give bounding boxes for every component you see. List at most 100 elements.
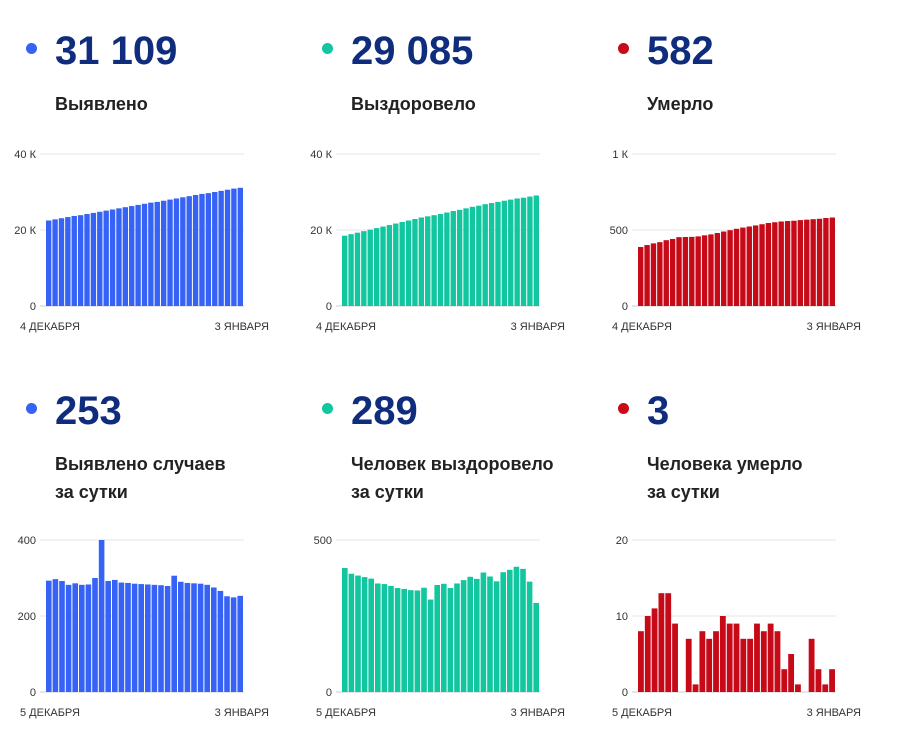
bar [148, 202, 154, 306]
bar [388, 585, 394, 692]
bar [676, 237, 682, 306]
bar [427, 599, 434, 692]
bar [644, 245, 650, 306]
bar [173, 198, 180, 306]
label-line-2: за сутки [351, 482, 424, 502]
bar [131, 583, 138, 692]
bar [797, 220, 804, 306]
bar [444, 212, 450, 306]
bar [740, 638, 747, 692]
x-start-label: 5 ДЕКАБРЯ [612, 707, 672, 719]
bar [71, 215, 77, 306]
detected-chart: 0 20 К 40 К 4 ДЕКАБРЯ 3 ЯНВАРЯ [14, 149, 269, 333]
bar [118, 582, 125, 692]
bar [746, 226, 752, 306]
bullet-dot-icon [618, 403, 629, 414]
bar [178, 581, 184, 692]
y-tick-label: 0 [622, 687, 628, 699]
bar [719, 616, 726, 692]
bar [682, 236, 689, 306]
bar [184, 582, 191, 692]
bar [759, 224, 765, 306]
y-tick-label: 40 К [310, 149, 332, 161]
bar [237, 595, 243, 692]
bar [77, 215, 84, 306]
label-line-1: Умерло [647, 94, 714, 114]
panel-deaths-daily: 3 Человека умерло за сутки 0 10 20 5 ДЕКАБР… [592, 360, 888, 720]
bar [348, 573, 355, 692]
bar [454, 583, 460, 692]
bar [180, 197, 186, 306]
bar [808, 638, 815, 692]
bar [463, 208, 469, 306]
bar [658, 593, 665, 692]
bar [212, 192, 218, 306]
bar [105, 581, 111, 692]
y-tick-label: 0 [30, 687, 36, 699]
bar [355, 575, 361, 692]
x-start-label: 4 ДЕКАБРЯ [20, 321, 80, 333]
bar [482, 204, 488, 306]
x-start-label: 4 ДЕКАБРЯ [612, 321, 672, 333]
bar [141, 203, 148, 306]
bar [367, 229, 373, 306]
bar [218, 190, 224, 306]
bar [375, 583, 381, 692]
bar [784, 221, 791, 306]
bar [98, 540, 105, 692]
bar [72, 583, 78, 692]
y-tick-label: 0 [30, 301, 36, 313]
bullet-dot-icon [322, 43, 333, 54]
bar [747, 638, 754, 692]
bar [145, 584, 151, 692]
x-end-label: 3 ЯНВАРЯ [215, 707, 269, 719]
deaths-label: Умерло [647, 90, 713, 118]
bar [399, 222, 405, 306]
bar [507, 569, 513, 692]
bar [474, 578, 480, 692]
y-tick-label: 20 К [310, 225, 332, 237]
bar [418, 217, 425, 306]
recovered-label: Выздоровело [351, 90, 476, 118]
bar [672, 623, 678, 692]
detected-daily-chart: 0 200 400 5 ДЕКАБРЯ 3 ЯНВАРЯ [18, 535, 269, 719]
bar [638, 247, 644, 306]
bar [197, 583, 204, 692]
bar [816, 218, 823, 306]
bar [342, 235, 348, 306]
bar [408, 590, 414, 692]
bar [65, 217, 71, 306]
y-tick-label: 10 [616, 611, 628, 623]
bar [685, 638, 692, 692]
bar [752, 225, 759, 306]
bar [689, 236, 695, 306]
bar [230, 597, 237, 692]
bar [160, 200, 167, 306]
detected-total: 31 109 [55, 29, 178, 73]
bar [361, 231, 367, 306]
bar [795, 684, 801, 692]
bar [447, 588, 454, 692]
bar [167, 199, 173, 306]
bar [695, 236, 701, 306]
bar [733, 623, 740, 692]
bar [401, 588, 407, 692]
bar [52, 219, 58, 306]
deaths-daily-total: 3 [647, 389, 670, 433]
bar [164, 585, 171, 692]
bar [708, 234, 714, 306]
bar [500, 572, 506, 692]
bar [85, 584, 92, 692]
bar [815, 669, 822, 692]
bar [46, 580, 52, 692]
panel-deaths: 582 Умерло 0 500 1 К 4 ДЕКАБРЯ 3 ЯНВАРЯ [592, 0, 888, 360]
bar [354, 232, 361, 306]
bar [437, 214, 444, 306]
bar [405, 220, 412, 306]
bar [237, 187, 243, 306]
bar [342, 567, 348, 692]
bar [699, 631, 706, 692]
y-tick-label: 0 [326, 687, 332, 699]
bar [122, 207, 129, 306]
label-line-1: Человек выздоровело [351, 454, 554, 474]
